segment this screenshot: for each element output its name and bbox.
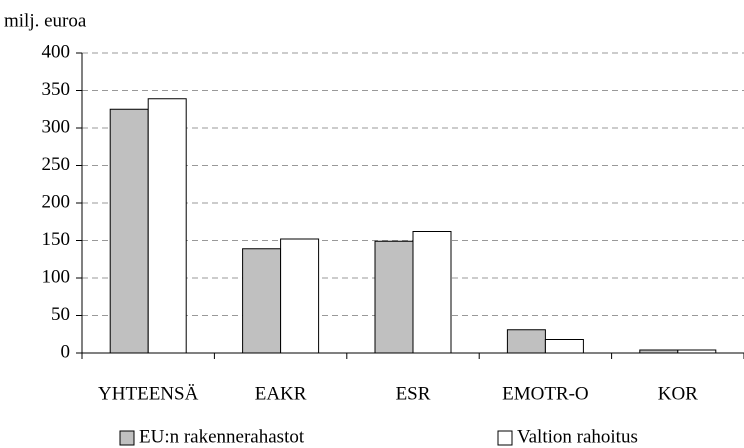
- bar: [374, 240, 414, 354]
- y-tick-label: 200: [42, 191, 71, 212]
- bar: [544, 339, 584, 354]
- bar: [280, 238, 320, 354]
- bar: [677, 349, 717, 354]
- bar: [412, 231, 452, 354]
- bar: [242, 248, 282, 354]
- y-tick-label: 300: [42, 116, 71, 137]
- y-tick-label: 250: [42, 154, 71, 175]
- x-tick-label: YHTEENSÄ: [98, 383, 199, 404]
- x-tick-label: ESR: [396, 383, 431, 404]
- y-tick-label: 150: [42, 229, 71, 250]
- x-tick-label: EAKR: [255, 383, 307, 404]
- legend-swatch: [497, 430, 513, 446]
- y-tick-label: 0: [61, 341, 71, 362]
- bar: [639, 349, 679, 354]
- x-tick-label: EMOTR-O: [502, 383, 589, 404]
- y-tick-label: 100: [42, 266, 71, 287]
- bar: [109, 108, 149, 354]
- x-tick-label: KOR: [658, 383, 698, 404]
- y-tick-label: 350: [42, 79, 71, 100]
- y-axis-label: milj. euroa: [4, 10, 87, 31]
- bar: [506, 329, 546, 354]
- y-tick-label: 400: [42, 41, 71, 62]
- y-tick-label: 50: [51, 304, 70, 325]
- legend-label: EU:n rakennerahastot: [139, 426, 305, 447]
- bar: [147, 98, 187, 354]
- legend-label: Valtion rahoitus: [517, 426, 638, 447]
- legend-swatch: [119, 430, 135, 446]
